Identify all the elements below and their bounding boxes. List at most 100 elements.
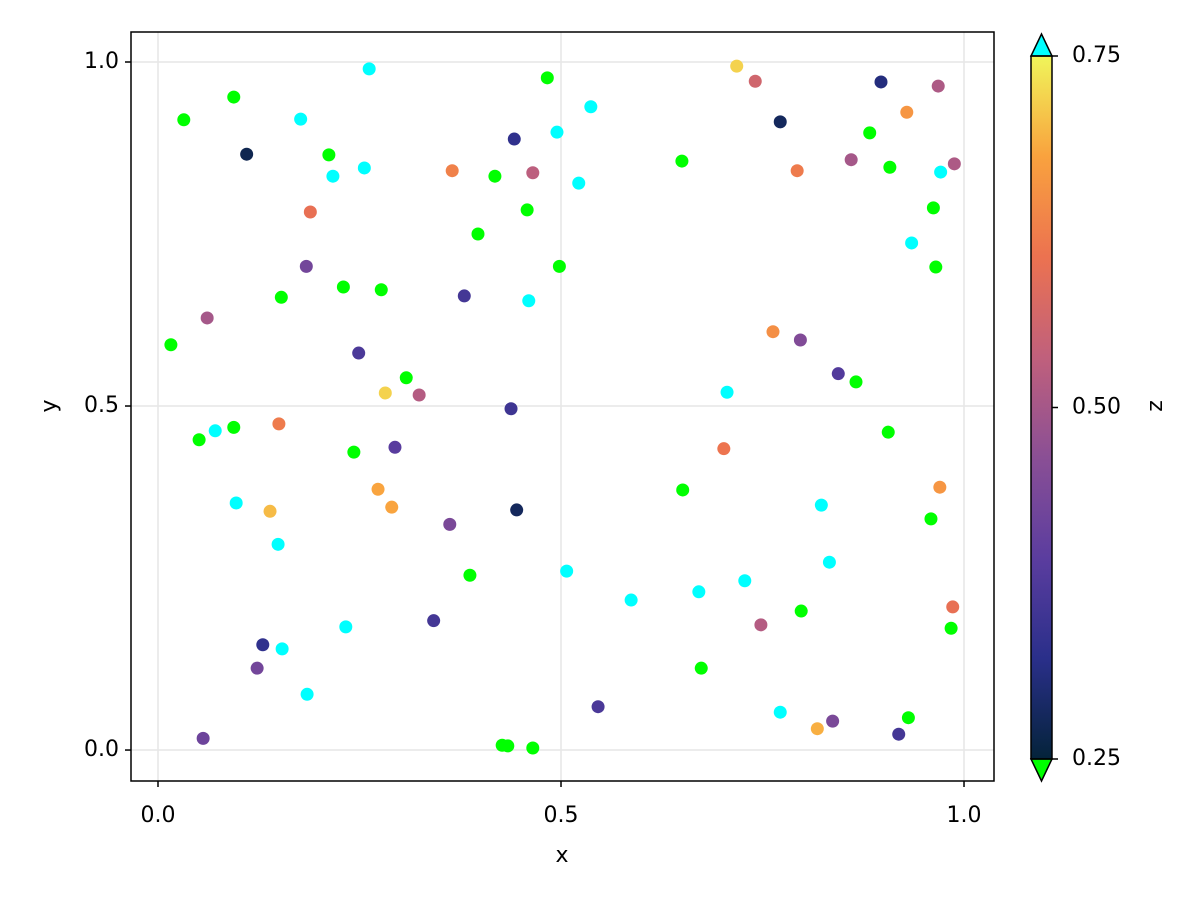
point xyxy=(883,160,897,174)
x-tick-label: 0.5 xyxy=(544,803,579,828)
colorbar-highclip xyxy=(1029,32,1054,57)
x-tick-label: 0.0 xyxy=(141,803,176,828)
point xyxy=(250,661,264,675)
point xyxy=(730,59,744,73)
point xyxy=(463,568,477,582)
point xyxy=(501,739,515,753)
point xyxy=(794,604,808,618)
point xyxy=(766,325,780,339)
point xyxy=(905,236,919,250)
point xyxy=(299,259,313,273)
point xyxy=(773,705,787,719)
point xyxy=(227,420,241,434)
x-tick-label: 1.0 xyxy=(947,803,982,828)
point xyxy=(584,100,598,114)
point xyxy=(263,504,277,518)
point xyxy=(274,290,288,304)
point xyxy=(357,161,371,175)
point xyxy=(256,638,270,652)
point xyxy=(300,687,314,701)
point xyxy=(326,169,340,183)
point xyxy=(488,169,502,183)
point xyxy=(560,564,574,578)
point xyxy=(352,346,366,360)
point xyxy=(738,574,752,588)
point xyxy=(934,165,948,179)
point xyxy=(510,503,524,517)
points xyxy=(164,59,961,755)
colorbar-tick-label: 0.50 xyxy=(1072,395,1121,420)
point xyxy=(572,176,586,190)
point xyxy=(471,227,485,241)
point xyxy=(385,500,399,514)
point xyxy=(892,727,906,741)
point xyxy=(540,71,554,85)
point xyxy=(900,105,914,119)
point xyxy=(881,425,895,439)
point xyxy=(336,280,350,294)
colorbar-tick-label: 0.25 xyxy=(1072,746,1121,771)
point xyxy=(826,714,840,728)
point xyxy=(271,537,285,551)
point xyxy=(924,512,938,526)
point xyxy=(717,442,731,456)
point xyxy=(322,148,336,162)
y-tick-label: 0.0 xyxy=(84,737,119,762)
colorbar-label: z xyxy=(1143,400,1168,412)
point xyxy=(874,75,888,89)
point xyxy=(229,496,243,510)
point xyxy=(371,482,385,496)
point xyxy=(164,338,178,352)
point xyxy=(849,375,863,389)
y-tick-label: 1.0 xyxy=(84,49,119,74)
point xyxy=(773,115,787,129)
point xyxy=(931,79,945,93)
point xyxy=(427,614,441,628)
colorbar-lowclip xyxy=(1029,758,1054,783)
point xyxy=(520,203,534,217)
point xyxy=(550,125,564,139)
point xyxy=(863,126,877,140)
point xyxy=(275,642,289,656)
point xyxy=(526,166,540,180)
point xyxy=(676,483,690,497)
point xyxy=(929,260,943,274)
point xyxy=(196,731,210,745)
point xyxy=(831,367,845,381)
point xyxy=(522,294,536,308)
point xyxy=(901,711,915,725)
point xyxy=(926,201,940,215)
point xyxy=(294,112,308,126)
point xyxy=(507,132,521,146)
point xyxy=(177,113,191,127)
point xyxy=(227,90,241,104)
point xyxy=(192,433,206,447)
point xyxy=(374,283,388,297)
y-tick-label: 0.5 xyxy=(84,393,119,418)
point xyxy=(675,154,689,168)
point xyxy=(457,289,471,303)
y-axis-label: y xyxy=(37,399,62,412)
point xyxy=(443,517,457,531)
point xyxy=(933,480,947,494)
point xyxy=(790,164,804,178)
point xyxy=(504,402,518,416)
grid xyxy=(131,32,994,781)
point xyxy=(793,333,807,347)
point xyxy=(362,62,376,76)
point xyxy=(200,311,214,325)
point xyxy=(378,386,392,400)
point xyxy=(591,700,605,714)
point xyxy=(347,445,361,459)
x-axis-label: x xyxy=(555,843,568,868)
point xyxy=(339,620,353,634)
point xyxy=(692,585,706,599)
point xyxy=(412,388,426,402)
point xyxy=(526,741,540,755)
point xyxy=(748,74,762,88)
point xyxy=(445,164,459,178)
point xyxy=(208,424,222,438)
point xyxy=(624,593,638,607)
point xyxy=(694,661,708,675)
